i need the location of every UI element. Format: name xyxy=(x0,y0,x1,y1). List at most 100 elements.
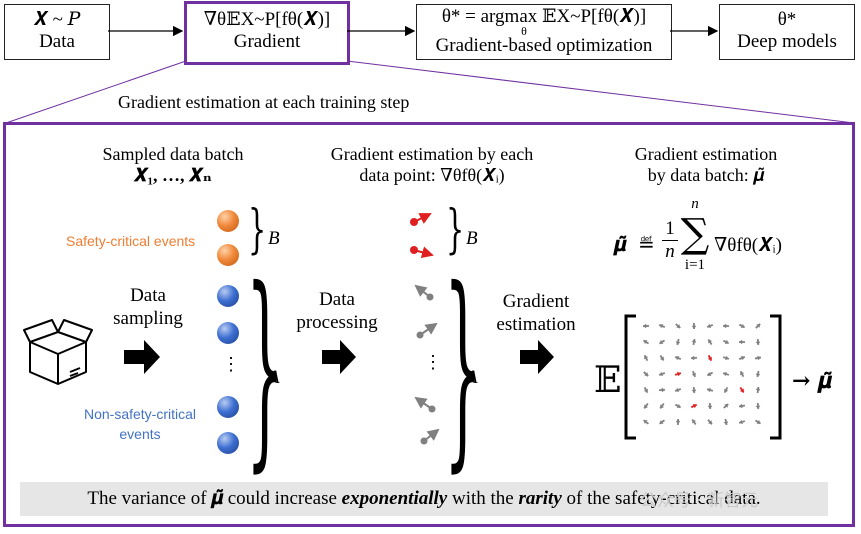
gray-field-arrow xyxy=(691,322,697,330)
expectation-brackets xyxy=(624,314,782,440)
gray-field-arrow xyxy=(675,418,681,426)
gray-field-arrow xyxy=(755,338,761,346)
batch-formula: 𝝁̃ ≝ 1 n n ∑ i=1 ∇θfθ(𝑿ᵢ) xyxy=(614,196,804,292)
gradient-box-formula: ∇θ𝔼X~P[fθ(𝑿)] xyxy=(203,9,331,30)
formula-sum-top: n xyxy=(691,196,699,212)
gray-field-arrow xyxy=(658,339,666,345)
gray-field-arrow xyxy=(722,339,730,345)
gray-field-arrow xyxy=(722,371,730,377)
gradient-box-label: Gradient xyxy=(233,31,301,52)
gray-field-arrow xyxy=(658,387,666,393)
expectation-result: → 𝝁̃ xyxy=(792,368,832,394)
gray-field-arrow xyxy=(707,338,713,346)
brace-A-balls: } xyxy=(246,243,284,490)
gray-field-arrow xyxy=(738,419,746,425)
optimization-box-label: Gradient-based optimization xyxy=(435,35,653,56)
formula-rhs: ∇θfθ(𝑿ᵢ) xyxy=(714,235,782,256)
batch-title-text: Gradient estimation xyxy=(634,144,778,164)
vdots-balls: ⋮ xyxy=(222,354,240,374)
red-field-arrow xyxy=(674,371,682,377)
brace-B-arrows: } xyxy=(446,200,465,260)
gray-field-arrow xyxy=(674,403,682,409)
variance-note-em2: rarity xyxy=(518,488,562,509)
variance-note-em1: exponentially xyxy=(341,488,448,509)
red-gradient-arrow xyxy=(410,246,434,259)
safety-label: Safety-critical events xyxy=(66,233,196,249)
nonsafety-ball xyxy=(217,285,239,307)
formula-def: ≝ xyxy=(638,232,655,256)
gray-field-arrow xyxy=(755,370,761,378)
gray-field-arrow xyxy=(691,370,697,378)
gray-field-arrow xyxy=(691,386,697,394)
thick-arrow-estimation xyxy=(520,340,554,374)
sampled-subtitle: 𝑿₁, …, 𝑿ₙ xyxy=(134,165,212,185)
per-point-subtitle: data point: ∇θfθ(𝑿ᵢ) xyxy=(359,165,505,185)
gray-field-arrow xyxy=(643,354,649,362)
nonsafety-ball xyxy=(217,432,239,454)
models-box: θ* Deep models xyxy=(719,4,855,60)
zoom-caption: Gradient estimation at each training ste… xyxy=(118,92,410,112)
gray-field-arrow xyxy=(739,370,745,378)
gray-gradient-arrow xyxy=(416,322,438,339)
batch-title: Gradient estimation by data batch: 𝝁̃ xyxy=(606,144,806,186)
gray-field-arrow xyxy=(706,323,714,329)
gray-field-arrow xyxy=(691,338,697,346)
gray-field-arrow xyxy=(754,355,762,361)
per-point-title: Gradient estimation by each data point: … xyxy=(300,144,564,186)
gray-field-arrow xyxy=(643,403,649,409)
gray-field-arrow xyxy=(642,323,650,329)
thick-arrow-processing xyxy=(322,340,356,374)
gray-field-arrow xyxy=(674,355,682,361)
gray-field-arrow xyxy=(738,339,746,345)
data-box-formula: 𝑿 ~ 𝑃 xyxy=(33,9,81,30)
step-estimation: Gradient estimation xyxy=(496,291,576,335)
formula-sum: n ∑ i=1 xyxy=(680,196,710,274)
vdots-arrows: ⋮ xyxy=(424,352,442,372)
box-icon xyxy=(23,319,93,385)
per-point-title-text: Gradient estimation by each xyxy=(330,144,534,164)
expectation-symbol: 𝔼 xyxy=(594,360,622,401)
zoom-line-right xyxy=(346,60,855,124)
gray-field-arrow xyxy=(675,323,681,329)
data-box-label: Data xyxy=(39,31,75,52)
optimization-box-formula: θ* = argmax 𝔼X~P[fθ(𝑿)] xyxy=(441,6,647,27)
models-box-label: Deep models xyxy=(737,31,837,52)
gray-field-arrow xyxy=(658,323,666,329)
optimization-box-subscript: θ xyxy=(521,24,527,38)
gray-field-arrow xyxy=(658,371,666,377)
gray-field-arrow xyxy=(755,323,761,329)
gray-field-arrow xyxy=(675,338,681,346)
variance-note-mid1: could increase xyxy=(222,488,342,509)
formula-sum-bottom: i=1 xyxy=(684,257,706,273)
red-field-arrow xyxy=(707,354,713,362)
formula-frac: 1 n xyxy=(662,218,678,263)
gray-gradient-arrow xyxy=(414,396,436,413)
gray-gradient-arrow xyxy=(414,284,434,301)
gray-field-arrow xyxy=(723,403,729,409)
models-box-formula: θ* xyxy=(777,9,797,30)
gray-field-arrow xyxy=(738,403,746,409)
gray-field-arrow xyxy=(659,403,665,409)
gray-field-arrow xyxy=(722,355,730,361)
variance-note: The variance of 𝝁̃ could increase expone… xyxy=(20,482,828,516)
brace-A-arrows: } xyxy=(444,243,482,490)
step-processing: Data processing xyxy=(296,289,378,333)
step-sampling: Data sampling xyxy=(113,285,183,329)
gray-field-arrow xyxy=(659,354,665,362)
gray-field-arrow xyxy=(642,339,650,345)
optimization-box: θ* = argmax 𝔼X~P[fθ(𝑿)] θ Gradient-based… xyxy=(416,4,672,60)
gray-field-arrow xyxy=(707,402,713,410)
gradient-arrow-field xyxy=(642,322,762,426)
formula-frac-num: 1 xyxy=(665,218,675,239)
gray-field-arrow xyxy=(643,386,649,394)
nonsafety-ball xyxy=(217,322,239,344)
label-A-balls: A xyxy=(268,367,280,388)
gray-field-arrow xyxy=(754,419,762,425)
nonsafety-label: Non-safety-critical events xyxy=(83,406,197,442)
formula-lhs: 𝝁̃ xyxy=(614,232,627,256)
variance-note-mid2: with the xyxy=(447,488,519,509)
gray-field-arrow xyxy=(643,371,649,377)
safety-ball xyxy=(217,210,239,232)
variance-note-pre: The variance of xyxy=(87,488,212,509)
gray-field-arrow xyxy=(659,419,665,425)
